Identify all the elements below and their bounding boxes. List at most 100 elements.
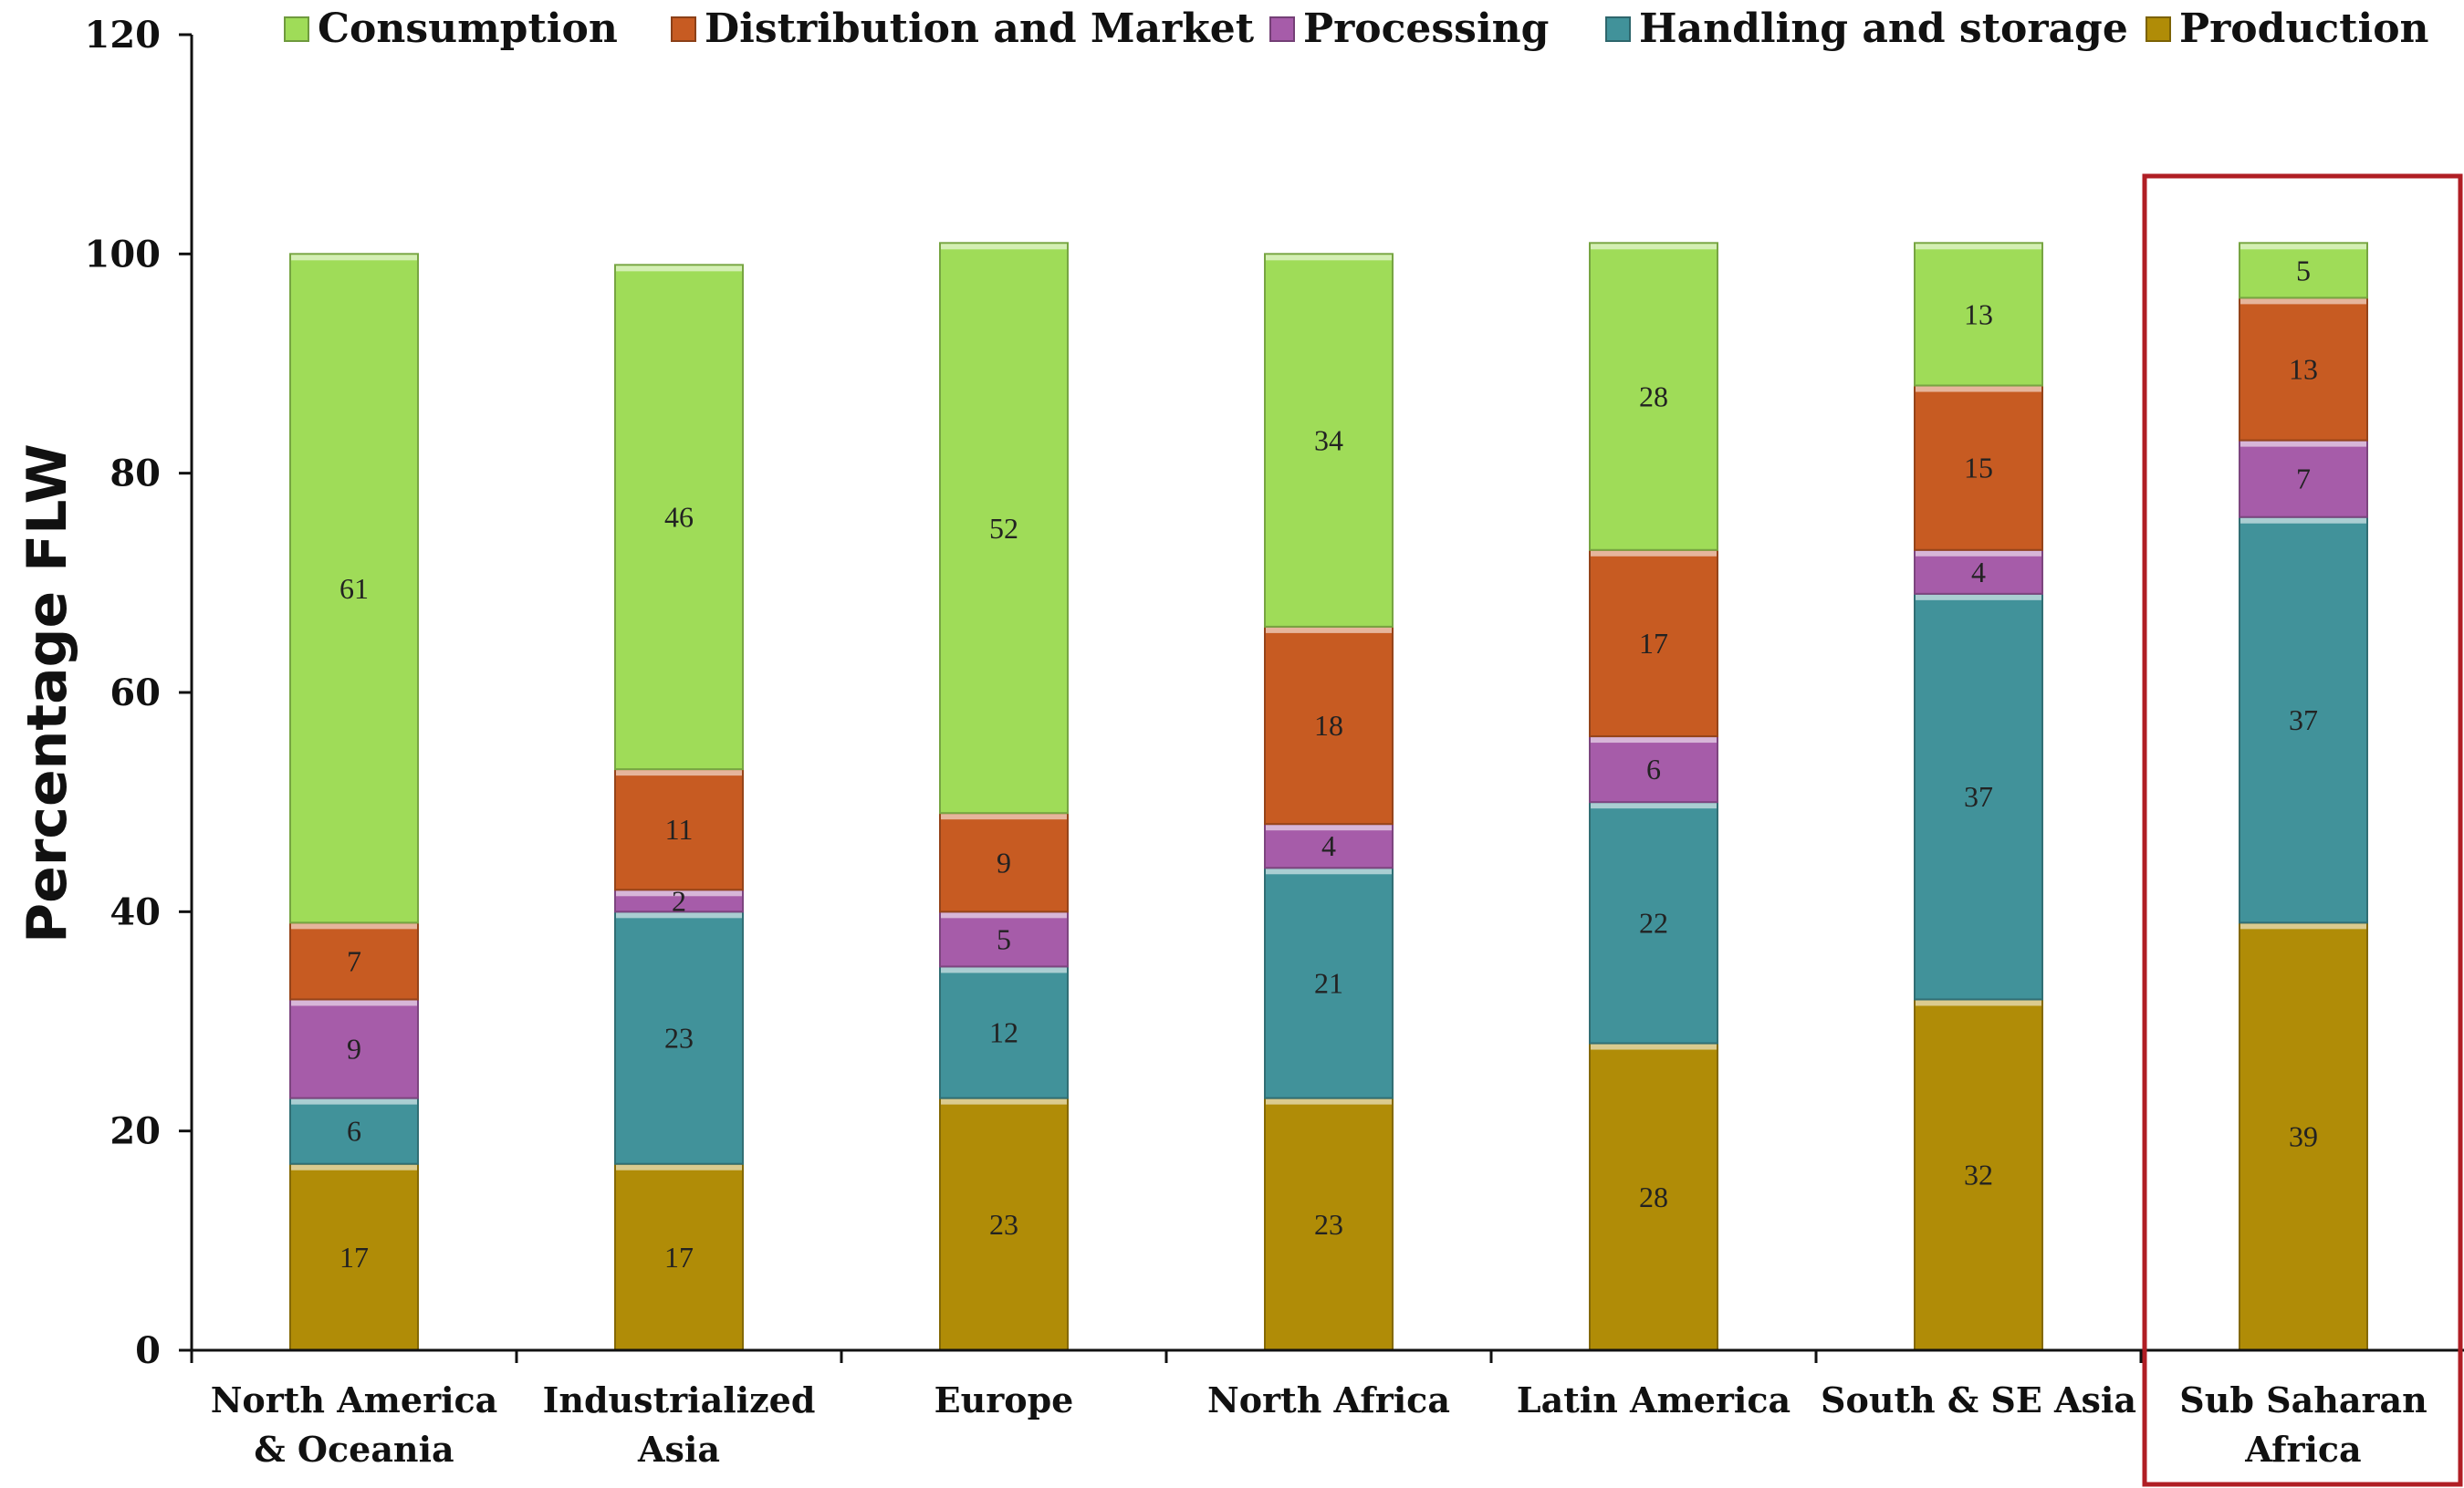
bar-segment (2239, 439, 2368, 518)
data-label: 17 (664, 1241, 694, 1274)
y-axis: 0 20 40 60 80 100 120 Percentage FLW (16, 14, 193, 1372)
bar-segment (939, 242, 1069, 815)
data-label: 17 (1639, 627, 1668, 660)
data-label: 13 (2289, 353, 2318, 386)
legend-label: Production (2179, 5, 2429, 52)
data-label: 23 (989, 1208, 1018, 1241)
bar-segment (1589, 1042, 1718, 1351)
bar-segment (1914, 592, 2043, 1001)
bar-segment-shine (291, 923, 417, 930)
y-tick-label: 0 (135, 1329, 161, 1372)
x-tick-label: Sub Saharan Africa (2179, 1379, 2427, 1470)
data-label: 11 (665, 813, 694, 846)
bar-segment-shine (1591, 737, 1717, 744)
bar-segment (1264, 1097, 1394, 1352)
bar-segment-shine (1916, 244, 2041, 250)
data-label: 23 (664, 1022, 694, 1055)
data-label: 2 (672, 884, 686, 917)
legend-swatch (284, 16, 309, 42)
data-label: 4 (1971, 556, 1986, 588)
data-label: 52 (989, 512, 1018, 545)
data-label: 22 (1639, 906, 1668, 939)
legend: Consumption Distribution and Market Proces… (284, 5, 2429, 52)
bar-segment (1914, 384, 2043, 551)
bar-segment (289, 253, 419, 924)
bar-segment (1589, 801, 1718, 1045)
bar-segment (1264, 823, 1394, 869)
bar-segment-shine (941, 814, 1067, 820)
bar-segment-shine (1916, 1000, 2041, 1006)
bar-segment-shine (1916, 386, 2041, 392)
data-label: 21 (1314, 966, 1343, 999)
bar-segment-shine (1591, 244, 1717, 250)
bar-segment (289, 1097, 419, 1165)
legend-swatch (2146, 16, 2171, 42)
bar-segment (939, 965, 1069, 1099)
bar-segment-shine (2240, 517, 2366, 524)
bar-segment-shine (1266, 869, 1392, 875)
bar-segment-shine (1916, 550, 2041, 557)
y-tick-label: 120 (85, 14, 162, 57)
x-tick-label: North Africa (1207, 1379, 1450, 1420)
bar-segment (614, 768, 744, 891)
bar-segment-shine (616, 770, 742, 776)
bar-segment (1589, 548, 1718, 738)
bar-segment-shine (2240, 441, 2366, 447)
bar-segment-shine (616, 1164, 742, 1171)
bar-segment (1589, 735, 1718, 804)
data-label: 28 (1639, 1181, 1668, 1213)
x-tick-label: South & SE Asia (1821, 1379, 2136, 1420)
legend-label: Consumption (318, 5, 618, 52)
data-label: 37 (1964, 780, 1993, 813)
data-label: 23 (1314, 1208, 1343, 1241)
bars: 1769761172321146231259522321418342822617… (289, 242, 2368, 1352)
bar-segment-shine (1591, 803, 1717, 809)
x-tick-label: North America & Oceania (211, 1379, 498, 1470)
data-label: 5 (997, 922, 1011, 955)
data-label: 9 (347, 1033, 361, 1066)
data-label: 13 (1964, 297, 1993, 330)
data-label: 32 (1964, 1159, 1993, 1191)
y-axis-title: Percentage FLW (16, 443, 79, 943)
bar-segment (289, 921, 419, 1001)
data-label: 37 (2289, 703, 2318, 736)
legend-swatch (1605, 16, 1631, 42)
bar-segment (289, 998, 419, 1099)
data-label: 46 (664, 501, 694, 534)
bar-segment-shine (1916, 594, 2041, 600)
data-label: 5 (2296, 254, 2311, 286)
x-tick-label: Europe (934, 1379, 1074, 1420)
data-label: 28 (1639, 380, 1668, 413)
bar-segment-shine (291, 255, 417, 261)
y-tick-label: 100 (85, 233, 162, 276)
bar-segment-shine (616, 890, 742, 897)
data-label: 61 (339, 572, 369, 605)
highlight-box (2142, 173, 2463, 1487)
data-label: 18 (1314, 709, 1343, 742)
bar-segment (939, 910, 1069, 968)
bar-segment (2239, 921, 2368, 1351)
bar-segment (1264, 625, 1394, 826)
bar-segment (614, 264, 744, 771)
bar-segment (2239, 297, 2368, 442)
bar-segment-shine (1266, 825, 1392, 831)
bar-segment-shine (941, 912, 1067, 919)
bar-segment-shine (291, 1000, 417, 1006)
legend-swatch (1269, 16, 1295, 42)
y-tick-label: 80 (110, 453, 161, 495)
data-label: 7 (2296, 463, 2311, 495)
data-label: 34 (1314, 424, 1343, 457)
bar-segment-shine (1266, 255, 1392, 261)
x-tick-label: Industrialized Asia (543, 1379, 816, 1470)
bar-segment (1914, 242, 2043, 387)
data-label: 4 (1321, 829, 1336, 862)
x-axis: North America & Oceania Industrialized Asia… (190, 1348, 2464, 1470)
bar-segment-shine (291, 1098, 417, 1105)
bar-segment-shine (2240, 923, 2366, 930)
bar-segment (1264, 253, 1394, 628)
bar-segment-shine (1591, 550, 1717, 557)
data-label: 6 (1646, 753, 1661, 786)
bar-segment-shine (616, 265, 742, 272)
y-tick-label: 20 (110, 1110, 161, 1153)
